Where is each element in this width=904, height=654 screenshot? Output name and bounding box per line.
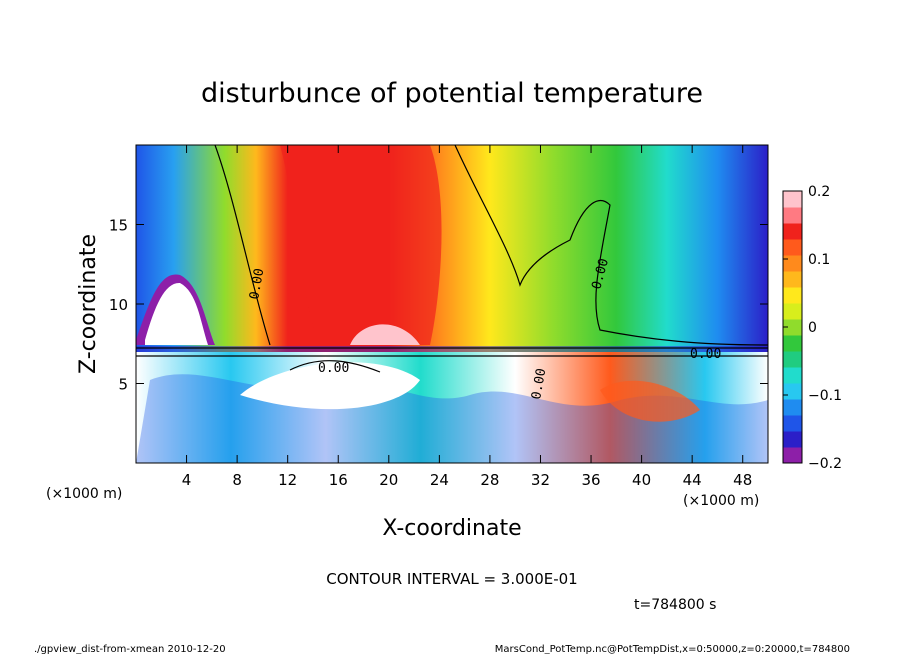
x-tick-label: 4 [182,471,192,489]
colorbar-swatch [783,287,802,304]
chart-title: disturbunce of potential temperature [201,78,703,109]
colorbar-swatch [783,399,802,416]
plot-area [136,145,768,463]
y-axis: 5 10 15 [109,217,768,394]
colorbar [782,190,803,464]
colorbar-tick-label: 0.2 [808,184,830,200]
field-warm-peak [350,324,420,345]
x-tick-label: 12 [278,471,297,489]
contours [136,145,768,373]
field-inversion [136,346,768,352]
colorbar-swatch [783,303,802,320]
colorbar-swatch [783,319,802,336]
footer-left: ./gpview_dist-from-xmean 2010-12-20 [34,644,226,654]
y-unit-label: (×1000 m) [46,486,122,502]
x-tick-label: 16 [329,471,348,489]
contour-label: 0.00 [529,367,549,400]
colorbar-swatch [783,351,802,368]
contour-line [454,145,768,346]
colorbar-swatch [783,367,802,384]
y-tick-label: 10 [109,296,128,314]
x-tick-label: 32 [531,471,550,489]
colorbar-tick-label: −0.1 [808,388,842,404]
colorbar-swatch [783,239,802,256]
x-tick-label: 40 [632,471,651,489]
colorbar-swatch [783,271,802,288]
field-lower-warm [600,380,700,422]
colorbar-swatch [783,207,802,224]
colorbar-swatch [783,335,802,352]
colorbar-swatch [783,255,802,272]
x-tick-label: 24 [430,471,449,489]
field-warm-core [280,145,442,345]
contour-line [289,360,381,373]
colorbar-swatch [783,223,802,240]
colorbar-tick-label: 0 [808,320,817,336]
field-cold-core [145,282,208,345]
x-tick-label: 36 [581,471,600,489]
colorbar-swatch [783,447,802,464]
x-tick-label: 48 [733,471,752,489]
x-tick-label: 28 [480,471,499,489]
field-lower-white [240,362,420,410]
contour-interval-label: CONTOUR INTERVAL = 3.000E-01 [326,570,577,588]
colorbar-swatch [783,415,802,432]
time-label: t=784800 s [634,597,716,613]
contour-label: 0.00 [318,361,349,376]
contour-label: 0.00 [247,267,267,300]
y-tick-label: 5 [118,376,128,394]
x-tick-label: 20 [379,471,398,489]
x-axis-title: X-coordinate [382,516,521,541]
y-axis-title: Z-coordinate [76,234,101,374]
x-tick-label: 44 [683,471,702,489]
colorbar-swatch [783,431,802,448]
footer-right: MarsCond_PotTemp.nc@PotTempDist,x=0:5000… [495,644,850,654]
contour-line [214,145,271,346]
colorbar-ticks: 0.2 0.1 0 −0.1 −0.2 [783,184,842,472]
x-tick-label: 8 [232,471,242,489]
y-tick-label: 15 [109,217,128,235]
x-unit-label: (×1000 m) [683,493,759,509]
colorbar-swatch [783,383,802,400]
colorbar-tick-label: 0.1 [808,252,830,268]
colorbar-swatch [783,191,802,208]
colorbar-tick-label: −0.2 [808,456,842,472]
x-axis: 4 8 12 16 20 24 28 32 36 40 44 48 [182,145,752,489]
contour-label: 0.00 [690,347,721,362]
